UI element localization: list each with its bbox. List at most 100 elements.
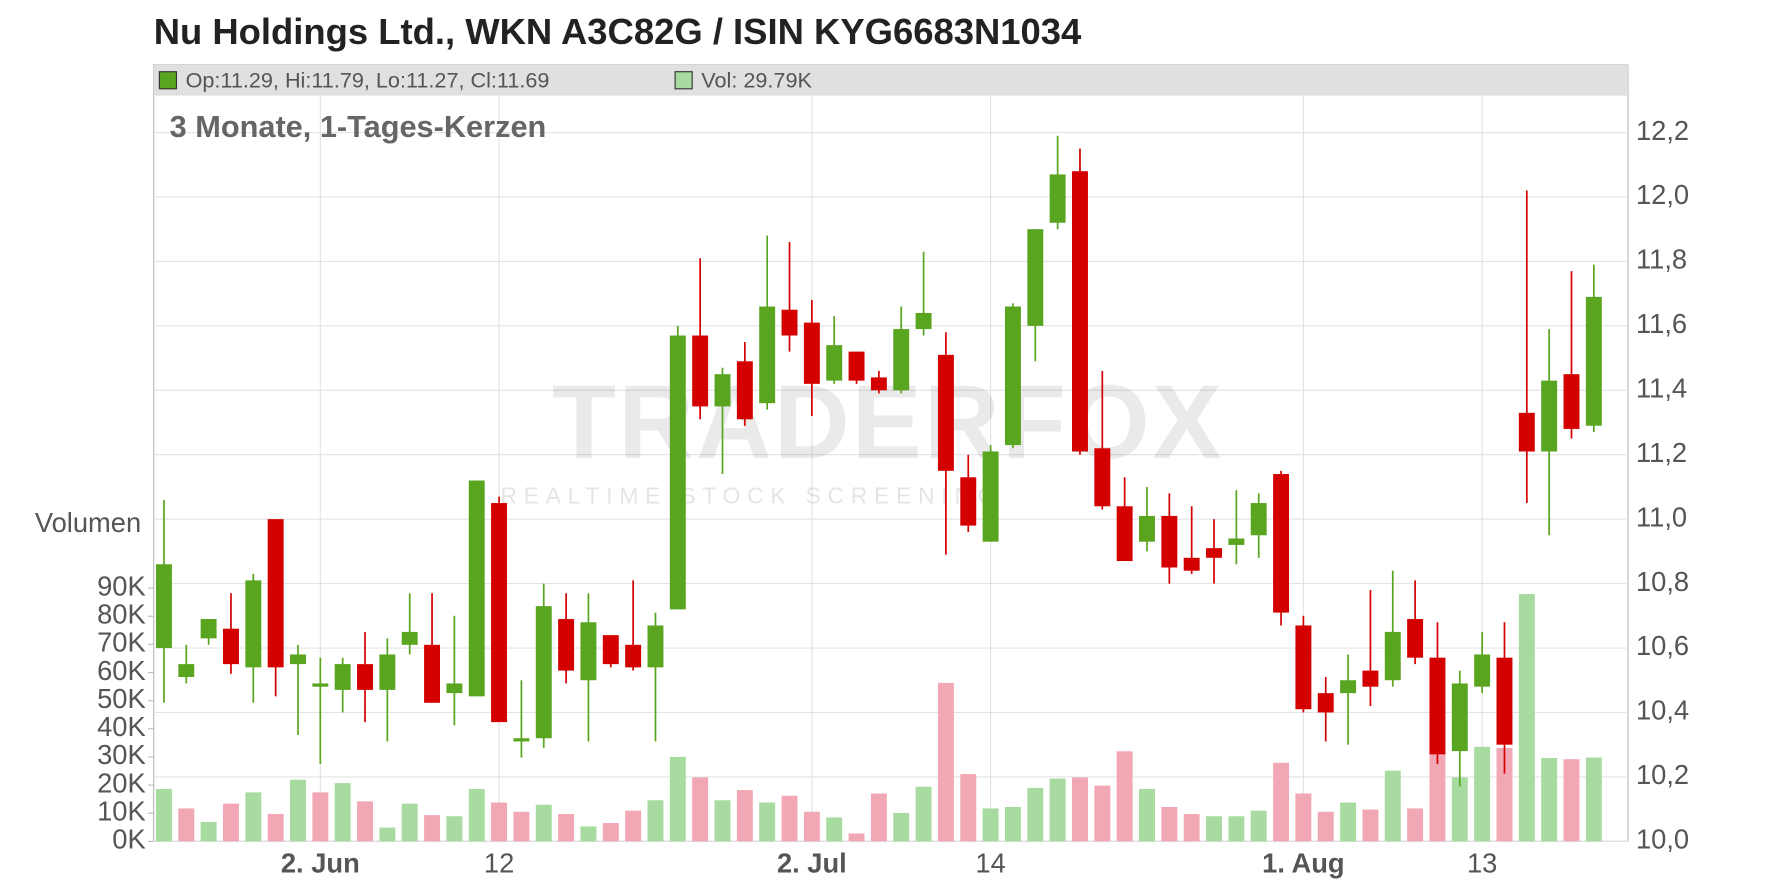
x-tick-label: 14 — [975, 847, 1005, 878]
x-tick-label: 2. Jun — [281, 847, 360, 878]
candle-body — [267, 519, 284, 668]
volume-bar — [669, 756, 686, 842]
candle-body — [692, 335, 709, 407]
candle-body — [848, 351, 865, 381]
volume-bar — [312, 792, 329, 842]
candle-body — [669, 335, 686, 610]
y2-tick-label: 40K — [97, 711, 146, 742]
y-tick-label: 10,4 — [1636, 695, 1689, 726]
candle-body — [1183, 557, 1200, 571]
volume-bar — [1407, 808, 1424, 842]
volume-bar — [692, 777, 709, 842]
volume-bar — [1161, 807, 1178, 842]
volume-bar — [1072, 777, 1088, 842]
candle-body — [1139, 515, 1155, 542]
legend-volume: Vol: 29.79K — [701, 68, 812, 93]
x-tick-label: 1. Aug — [1262, 847, 1344, 878]
candle-body — [491, 503, 508, 723]
candle-body — [290, 654, 306, 665]
x-tick-label: 13 — [1467, 847, 1497, 878]
legend-swatch — [674, 71, 693, 90]
candle-body — [826, 345, 843, 381]
volume-bar — [245, 792, 262, 842]
volume-bar — [602, 823, 619, 842]
candle-body — [178, 664, 195, 678]
volume-bar — [1451, 777, 1468, 842]
candle-body — [960, 477, 977, 526]
volume-bar — [401, 803, 418, 842]
candle-body — [1317, 693, 1334, 713]
volume-bar — [1317, 811, 1334, 842]
chart-title: Nu Holdings Ltd., WKN A3C82G / ISIN KYG6… — [154, 11, 1082, 52]
marks — [155, 135, 1602, 842]
candle-body — [1362, 670, 1379, 687]
candle-body — [1407, 619, 1424, 658]
y2-tick-label: 70K — [97, 627, 146, 658]
volume-bar — [759, 802, 776, 842]
volume-bar — [1116, 751, 1133, 842]
volume-bar — [1474, 746, 1491, 842]
volume-bar — [1585, 757, 1602, 842]
candle-body — [1585, 296, 1602, 426]
volume-bar — [1541, 758, 1558, 842]
volume-bar — [1496, 747, 1513, 842]
candle-body — [915, 312, 932, 330]
volume-bar — [222, 803, 239, 842]
candle-body — [1116, 506, 1133, 562]
volume-bar — [558, 814, 575, 842]
y2-tick-label: 90K — [97, 570, 146, 601]
candle-body — [558, 619, 575, 671]
candle-body — [893, 329, 910, 391]
volume-bar — [1139, 788, 1155, 842]
volume-bar — [781, 795, 798, 842]
volume-bar — [1273, 762, 1290, 842]
volume-bar — [736, 790, 753, 842]
candle-body — [1518, 412, 1535, 452]
candle-body — [1273, 474, 1290, 613]
volume-bar — [1429, 751, 1446, 842]
volume-bar — [1340, 802, 1357, 842]
candle-body — [1004, 306, 1021, 446]
volume-bar — [200, 821, 217, 842]
candle-body — [513, 738, 530, 742]
volume-bar — [848, 833, 865, 842]
candle-body — [312, 683, 329, 687]
candle-body — [1496, 657, 1513, 745]
chart-subtitle: 3 Monate, 1-Tages-Kerzen — [170, 109, 547, 144]
candle-body — [803, 322, 820, 384]
candle-body — [1563, 374, 1580, 429]
y2-tick-label: 10K — [97, 795, 146, 826]
y-tick-label: 12,2 — [1636, 115, 1689, 146]
volume-bar — [1563, 759, 1580, 842]
volume-bar — [1094, 785, 1111, 842]
volume-bar — [357, 801, 373, 842]
candle-body — [1429, 657, 1446, 755]
candle-body — [647, 625, 664, 668]
watermark-brand: TRADERFOX — [552, 364, 1224, 481]
legend-bar — [153, 64, 1629, 96]
legend-swatch — [158, 71, 178, 90]
volume-bar — [424, 815, 441, 842]
volume-bar — [714, 800, 731, 842]
volume-bar — [1295, 793, 1312, 842]
y2-tick-label: 60K — [97, 655, 146, 686]
candle-body — [1049, 174, 1066, 223]
volume-bar — [513, 811, 530, 842]
volume-bar — [870, 793, 887, 842]
y-tick-label: 10,8 — [1636, 566, 1689, 597]
volume-bar — [1518, 594, 1535, 842]
candle-body — [535, 606, 552, 739]
candle-body — [1228, 538, 1245, 545]
x-tick-label: 12 — [484, 847, 514, 878]
candle-body — [424, 644, 441, 703]
volume-bar — [178, 808, 195, 842]
candle-body — [245, 580, 262, 668]
volume-bar — [468, 788, 485, 842]
y-tick-label: 11,8 — [1636, 244, 1687, 275]
candle-body — [401, 631, 418, 645]
y2-tick-label: 80K — [97, 598, 146, 629]
candle-body — [222, 628, 239, 665]
volume-bar — [1049, 778, 1066, 842]
candle-body — [1340, 680, 1357, 694]
